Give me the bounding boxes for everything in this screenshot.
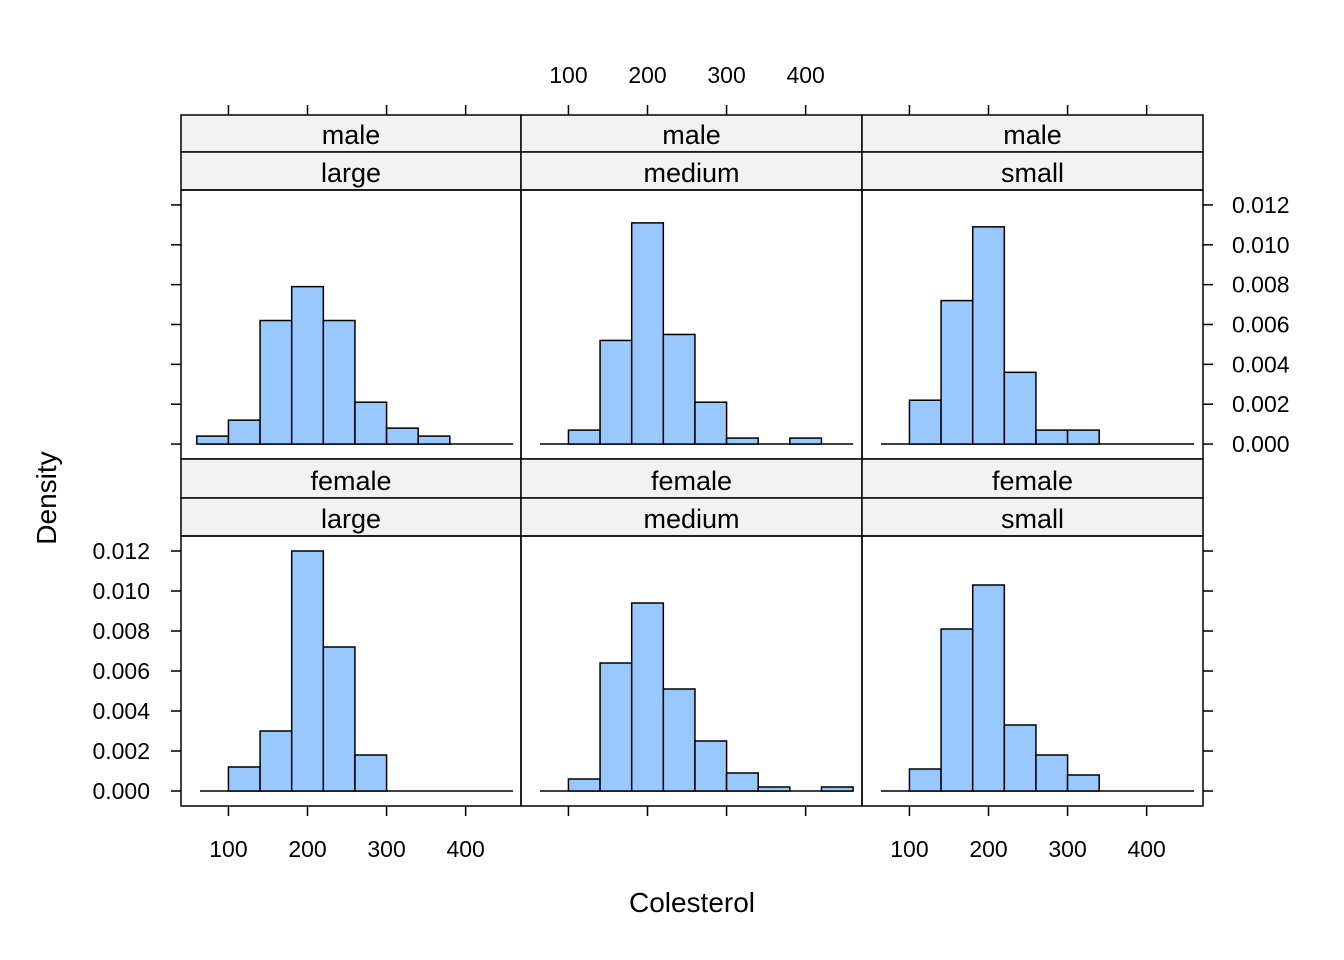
x-tick-label: 200	[628, 62, 666, 88]
strip-label-frame: medium	[643, 504, 739, 534]
strip-outer	[180, 114, 522, 153]
x-tick-label: 100	[209, 836, 247, 862]
strip-label-sex: female	[310, 466, 391, 496]
histogram-bar	[725, 437, 759, 445]
panel-female-small: female small	[861, 458, 1204, 807]
y-tick-label: 0.010	[92, 578, 150, 604]
panel-male-medium: male medium	[520, 114, 863, 460]
strip-label-sex: female	[651, 466, 732, 496]
x-tick-label: 100	[549, 62, 587, 88]
panel-male-large: male large	[180, 114, 522, 460]
strip-label-frame: large	[321, 158, 381, 188]
histogram-bar	[940, 299, 974, 445]
y-tick-label: 0.010	[1232, 232, 1290, 258]
strip-inner	[180, 151, 522, 191]
y-tick-label: 0.012	[1232, 192, 1290, 218]
histogram-bar	[385, 427, 419, 445]
histogram-bar	[971, 226, 1006, 445]
x-tick-label: 100	[890, 836, 928, 862]
histogram-bar	[1003, 724, 1037, 792]
y-tick-label: 0.006	[1232, 312, 1290, 338]
histogram-bar	[662, 688, 696, 792]
histogram-bar	[1066, 774, 1100, 792]
x-tick-label: 200	[969, 836, 1007, 862]
histogram-bar	[630, 602, 665, 792]
strip-label-sex: male	[662, 120, 721, 150]
y-tick-label: 0.008	[92, 618, 150, 644]
histogram-bar	[567, 429, 601, 445]
histogram-bar	[725, 772, 759, 792]
x-tick-label: 300	[1048, 836, 1086, 862]
histogram-bar	[908, 768, 942, 792]
strip-inner	[520, 497, 863, 537]
strip-label-frame: large	[321, 504, 381, 534]
histogram-bar	[290, 550, 325, 792]
panel-female-large: female large	[180, 458, 522, 807]
x-tick-label: 300	[707, 62, 745, 88]
histogram-bar	[1003, 371, 1037, 445]
histogram-bar	[908, 399, 942, 445]
histogram-bar	[322, 319, 356, 445]
y-tick-label: 0.002	[92, 738, 150, 764]
x-tick-label: 400	[786, 62, 824, 88]
histogram-bar	[694, 401, 728, 445]
strip-label-sex: female	[992, 466, 1073, 496]
y-tick-label: 0.006	[92, 658, 150, 684]
histogram-bar	[757, 786, 791, 792]
histogram-bar	[599, 662, 633, 792]
histogram-bar	[599, 339, 633, 445]
panels: malelargemalemediummalesmallfemalelargef…	[180, 114, 1204, 807]
histogram-bar	[227, 419, 261, 445]
strip-outer	[520, 114, 863, 153]
axes: 100 200 300 400 100 200 300 400 100 200 300 400 0.00…	[92, 62, 1289, 862]
histogram-bar	[940, 628, 974, 792]
histogram-bar	[290, 285, 325, 445]
histogram-bar	[1066, 429, 1100, 445]
histogram-bar	[227, 766, 261, 792]
strip-label-sex: male	[1003, 120, 1062, 150]
strip-label-frame: small	[1001, 504, 1064, 534]
histogram-bar	[259, 319, 293, 445]
histogram-bar	[630, 222, 665, 445]
strip-label-sex: male	[322, 120, 381, 150]
histogram-bar	[1035, 754, 1069, 792]
histogram-bar	[1035, 429, 1069, 445]
y-tick-label: 0.004	[92, 698, 150, 724]
y-tick-label: 0.008	[1232, 272, 1290, 298]
histogram-bar	[694, 740, 728, 792]
x-tick-label: 200	[288, 836, 326, 862]
x-tick-label: 400	[446, 836, 484, 862]
histogram-bar	[662, 333, 696, 445]
y-tick-label: 0.002	[1232, 391, 1290, 417]
histogram-bar	[354, 754, 388, 792]
strip-outer	[861, 458, 1204, 499]
strip-label-frame: small	[1001, 158, 1064, 188]
panel-male-small: male small	[861, 114, 1204, 460]
histogram-bar	[322, 646, 356, 792]
strip-label-frame: medium	[643, 158, 739, 188]
histogram-bar	[820, 786, 854, 792]
y-axis-title: Density	[31, 451, 62, 544]
y-tick-label: 0.000	[1232, 431, 1290, 457]
histogram-bar	[971, 584, 1006, 792]
x-tick-label: 300	[367, 836, 405, 862]
histogram-bar	[196, 435, 230, 445]
y-tick-label: 0.000	[92, 778, 150, 804]
histogram-bar	[789, 437, 823, 445]
panel-female-medium: female medium	[520, 458, 863, 807]
strip-inner	[520, 151, 863, 191]
histogram-bar	[417, 435, 451, 445]
y-tick-label: 0.012	[92, 538, 150, 564]
histogram-bar	[354, 401, 388, 445]
x-axis-title: Colesterol	[629, 887, 755, 918]
y-tick-label: 0.004	[1232, 351, 1290, 377]
histogram-bar	[259, 730, 293, 792]
x-tick-label: 400	[1127, 836, 1165, 862]
histogram-bar	[567, 778, 601, 792]
strip-inner	[861, 497, 1204, 537]
